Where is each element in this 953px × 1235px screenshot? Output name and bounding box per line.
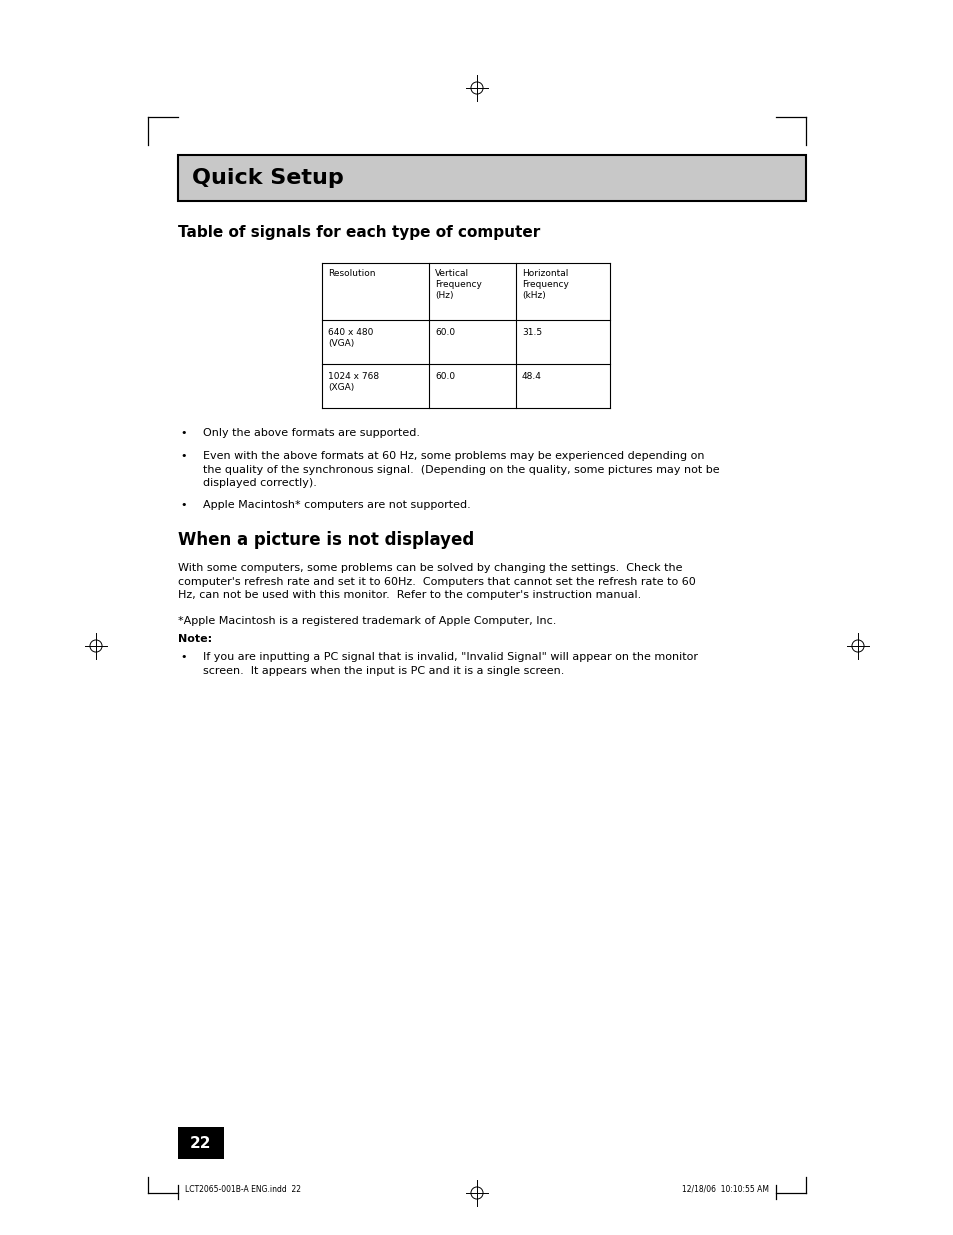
Text: With some computers, some problems can be solved by changing the settings.  Chec: With some computers, some problems can b… — [178, 563, 695, 600]
Text: When a picture is not displayed: When a picture is not displayed — [178, 531, 474, 550]
Text: 640 x 480
(VGA): 640 x 480 (VGA) — [328, 329, 373, 348]
Text: 22: 22 — [190, 1135, 212, 1151]
Text: If you are inputting a PC signal that is invalid, "Invalid Signal" will appear o: If you are inputting a PC signal that is… — [203, 652, 698, 676]
Text: Horizontal
Frequency
(kHz): Horizontal Frequency (kHz) — [521, 269, 568, 300]
Text: Table of signals for each type of computer: Table of signals for each type of comput… — [178, 225, 539, 240]
Text: •: • — [180, 652, 186, 662]
Text: LCT2065-001B-A ENG.indd  22: LCT2065-001B-A ENG.indd 22 — [185, 1186, 301, 1194]
Text: 48.4: 48.4 — [521, 372, 541, 382]
Text: 12/18/06  10:10:55 AM: 12/18/06 10:10:55 AM — [681, 1186, 768, 1194]
Text: *Apple Macintosh is a registered trademark of Apple Computer, Inc.: *Apple Macintosh is a registered tradema… — [178, 616, 556, 626]
Text: 31.5: 31.5 — [521, 329, 541, 337]
Text: •: • — [180, 500, 186, 510]
Text: •: • — [180, 451, 186, 461]
Text: Even with the above formats at 60 Hz, some problems may be experienced depending: Even with the above formats at 60 Hz, so… — [203, 451, 719, 488]
Text: •: • — [180, 429, 186, 438]
Text: Vertical
Frequency
(Hz): Vertical Frequency (Hz) — [435, 269, 481, 300]
Bar — [178, 156, 805, 201]
Text: 60.0: 60.0 — [435, 372, 455, 382]
Text: Apple Macintosh* computers are not supported.: Apple Macintosh* computers are not suppo… — [203, 500, 470, 510]
Text: Note:: Note: — [178, 634, 212, 643]
Text: Resolution: Resolution — [328, 269, 375, 278]
Text: 1024 x 768
(XGA): 1024 x 768 (XGA) — [328, 372, 378, 391]
Bar — [178, 1128, 224, 1158]
Text: 60.0: 60.0 — [435, 329, 455, 337]
Text: Quick Setup: Quick Setup — [192, 168, 343, 188]
Text: Only the above formats are supported.: Only the above formats are supported. — [203, 429, 419, 438]
